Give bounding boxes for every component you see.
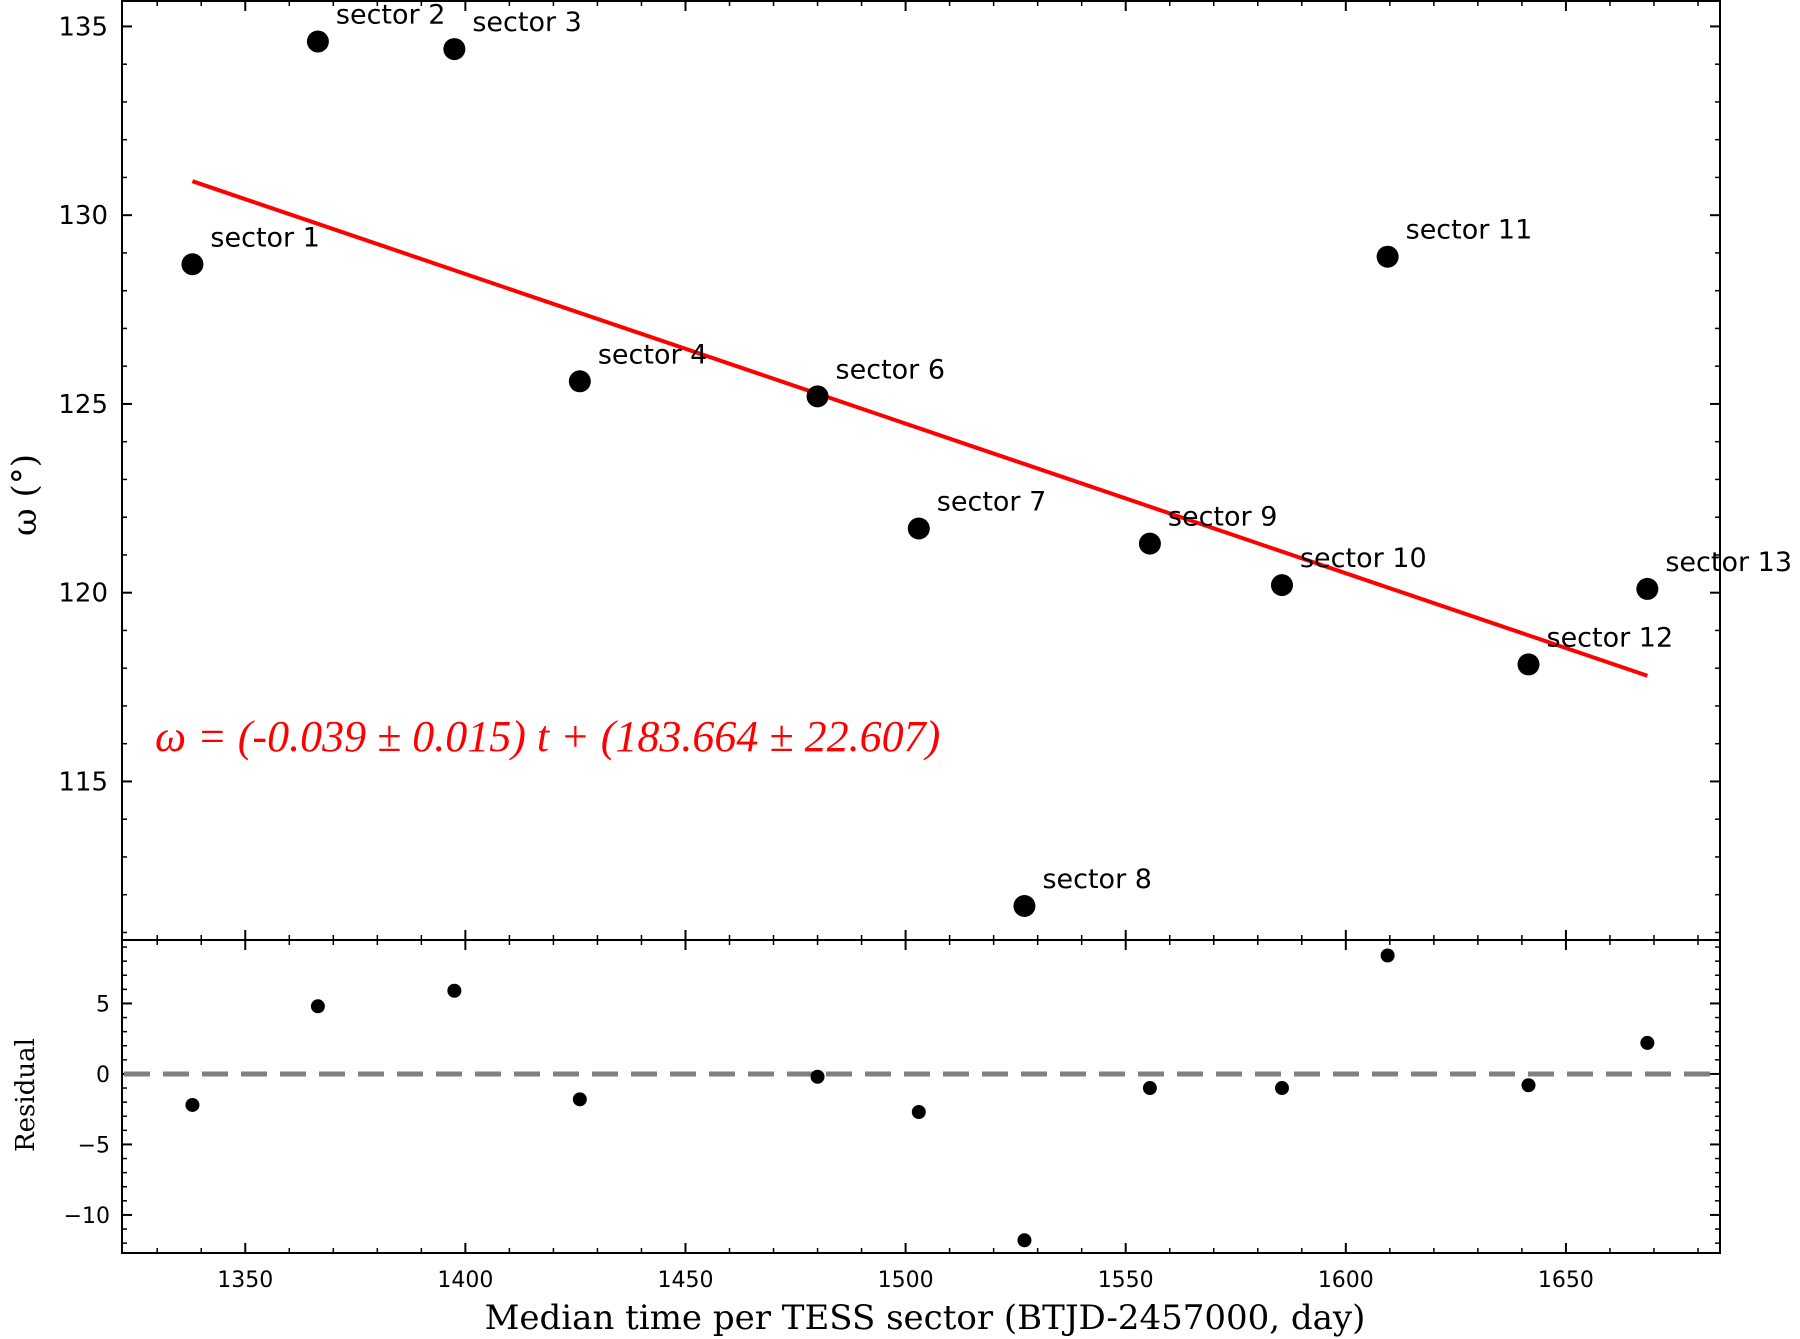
- residual-point: [1142, 1081, 1157, 1096]
- x-axis-title: Median time per TESS sector (BTJD-245700…: [485, 1298, 1366, 1338]
- residual-point: [310, 999, 325, 1014]
- y-tick-label: 115: [58, 767, 108, 797]
- bottom-plot-frame: [121, 939, 1721, 1254]
- x-tick-label: 1550: [1098, 1268, 1154, 1293]
- residual-tick-label: 5: [96, 992, 110, 1017]
- data-point: [1013, 895, 1036, 918]
- point-label: sector 8: [1042, 864, 1152, 895]
- point-label: sector 3: [472, 7, 582, 38]
- x-tick-label: 1650: [1538, 1268, 1594, 1293]
- top-plot-frame: [121, 0, 1721, 941]
- x-tick-label: 1450: [657, 1268, 713, 1293]
- y-tick-label: 135: [58, 12, 108, 42]
- residual-tick-label: −5: [78, 1133, 110, 1158]
- point-label: sector 4: [598, 339, 708, 370]
- data-point: [1376, 245, 1399, 268]
- residual-tick-label: 0: [96, 1063, 110, 1088]
- residual-point: [572, 1092, 587, 1107]
- residual-point: [1380, 948, 1395, 963]
- top-panel: 115 120 125 130 135 sector 1 sector 2 sector 3 s…: [58, 0, 1792, 941]
- data-point: [306, 30, 329, 53]
- data-point: [568, 370, 591, 393]
- point-label: sector 10: [1300, 543, 1427, 574]
- residual-point: [185, 1097, 200, 1112]
- point-label: sector 1: [210, 222, 319, 253]
- data-point: [907, 517, 930, 540]
- residual-point: [810, 1069, 825, 1084]
- point-label: sector 7: [937, 487, 1046, 518]
- data-point: [1517, 653, 1540, 676]
- residual-point: [447, 983, 462, 998]
- fit-equation: ω = (-0.039 ± 0.015) t + (183.664 ± 22.6…: [155, 712, 940, 761]
- y-axis-title: ω (°): [5, 454, 45, 536]
- residual-tick-label: −10: [64, 1204, 110, 1229]
- data-point: [1270, 574, 1293, 597]
- axis-titles: ω (°) Residual Median time per TESS sect…: [5, 454, 1365, 1338]
- x-tick-label: 1400: [437, 1268, 493, 1293]
- point-label: sector 13: [1665, 547, 1792, 578]
- point-label: sector 11: [1406, 215, 1533, 246]
- point-label: sector 2: [336, 0, 446, 31]
- y-tick-label: 130: [58, 201, 108, 231]
- bottom-panel: 1350 1400 1450 1500 1550 1600 1650 5 0 −5 −10: [64, 939, 1721, 1293]
- point-label: sector 6: [836, 354, 946, 385]
- y-tick-label: 120: [58, 579, 108, 609]
- residual-point: [1274, 1081, 1289, 1096]
- residual-point: [1521, 1078, 1536, 1093]
- point-label: sector 12: [1547, 622, 1674, 653]
- data-point: [443, 38, 466, 61]
- x-tick-label: 1350: [217, 1268, 273, 1293]
- x-tick-label: 1600: [1318, 1268, 1374, 1293]
- residual-axis-title: Residual: [11, 1038, 41, 1152]
- data-point: [1138, 532, 1161, 555]
- residual-point: [911, 1105, 926, 1120]
- residual-point: [1017, 1233, 1032, 1248]
- residual-point: [1640, 1035, 1655, 1050]
- point-label: sector 9: [1168, 502, 1278, 533]
- data-point: [1636, 577, 1659, 600]
- data-point: [181, 253, 204, 276]
- y-tick-label: 125: [58, 390, 108, 420]
- fit-line: [191, 179, 1649, 678]
- x-tick-label: 1500: [878, 1268, 934, 1293]
- data-point: [806, 385, 829, 408]
